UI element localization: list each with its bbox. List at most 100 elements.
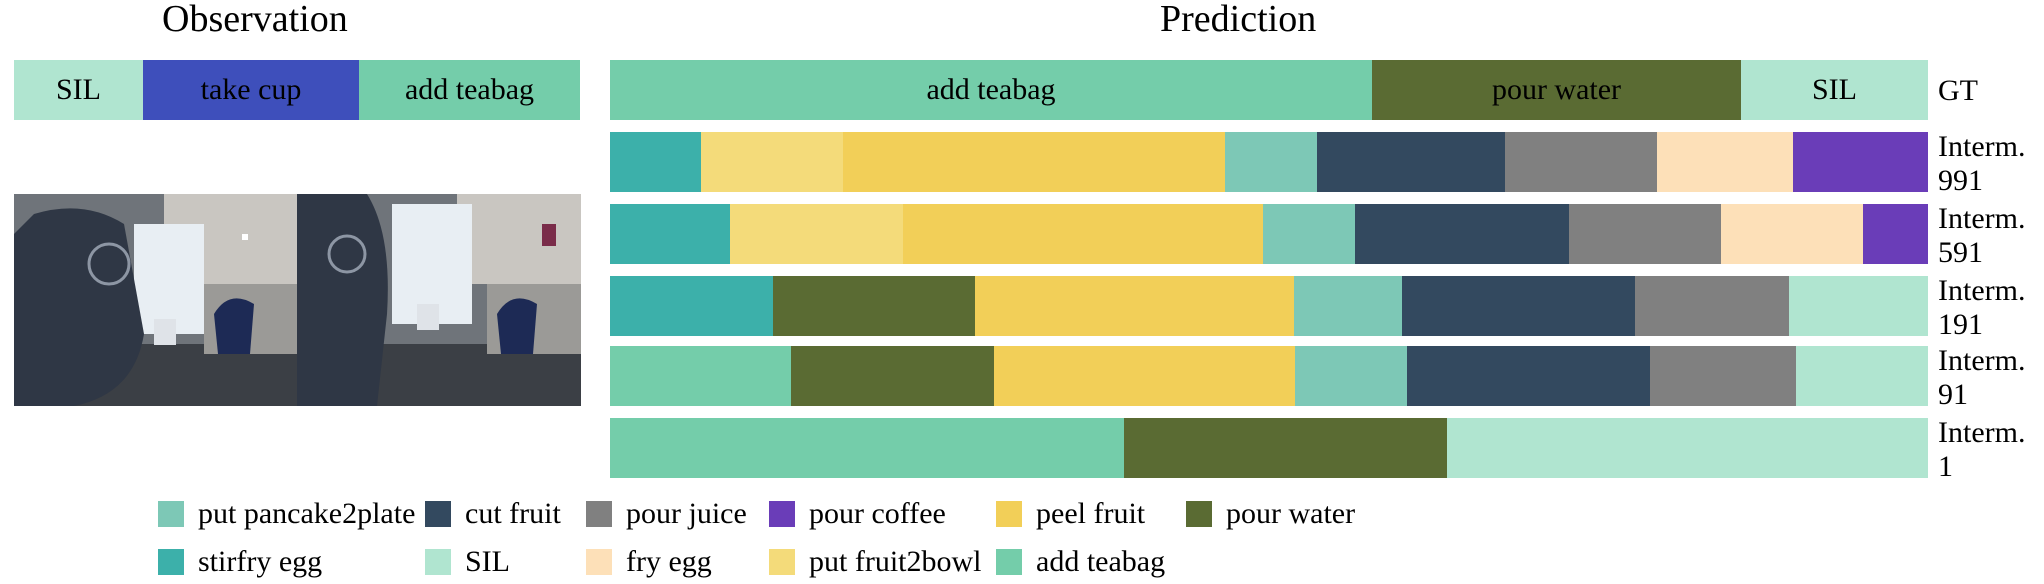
row-label-interm-591: Interm. 591 <box>1938 202 2025 270</box>
row-label-interm-91: Interm. 91 <box>1938 344 2025 412</box>
prediction-title: Prediction <box>1160 0 1317 40</box>
legend-swatch <box>425 501 451 527</box>
segment-sil: SIL <box>1741 60 1928 120</box>
legend-label: pour water <box>1226 497 1356 530</box>
row-label-gt: GT <box>1938 74 1978 108</box>
segment-label: SIL <box>56 73 101 106</box>
segment-pour-water <box>773 276 975 336</box>
segment-cut-fruit <box>1355 204 1569 264</box>
segment-put-fruit2bowl <box>701 132 843 192</box>
segment-stirfry-egg <box>610 204 730 264</box>
legend-swatch <box>1186 501 1212 527</box>
legend-label: cut fruit <box>465 497 561 530</box>
segment-pour-water <box>1124 418 1447 478</box>
legend-swatch <box>158 549 184 575</box>
row-label-line: 991 <box>1938 164 1983 197</box>
legend-swatch <box>996 549 1022 575</box>
row-label-line: 591 <box>1938 236 1983 269</box>
segment-cut-fruit <box>1317 132 1505 192</box>
row-label-line: GT <box>1938 74 1978 107</box>
prediction-bar-interm-1 <box>610 418 1928 478</box>
row-label-line: 191 <box>1938 308 1983 341</box>
segment-pour-coffee <box>1793 132 1928 192</box>
segment-add-teabag <box>610 346 791 406</box>
segment-label: take cup <box>200 73 302 106</box>
segment-label: pour water <box>1491 73 1622 106</box>
legend-item-pour-coffee: pour coffee <box>769 497 946 530</box>
row-label-line: 91 <box>1938 378 1968 411</box>
prediction-bar-interm-591 <box>610 204 1928 264</box>
row-label-line: Interm. <box>1938 130 2026 163</box>
legend-item-put-pancake2plate: put pancake2plate <box>158 497 416 530</box>
segment-stirfry-egg <box>610 132 701 192</box>
legend-swatch <box>769 501 795 527</box>
legend-item-fry-egg: fry egg <box>586 545 712 578</box>
prediction-bar-interm-191 <box>610 276 1928 336</box>
legend-swatch <box>586 501 612 527</box>
segment-put-fruit2bowl <box>730 204 903 264</box>
segment-peel-fruit <box>903 204 1263 264</box>
segment-put-pancake2plate <box>1294 276 1402 336</box>
legend-label: pour juice <box>626 497 747 530</box>
legend-label: stirfry egg <box>198 545 323 578</box>
segment-pour-juice <box>1635 276 1789 336</box>
segment-pour-coffee <box>1863 204 1928 264</box>
prediction-bar-interm-91 <box>610 346 1928 406</box>
legend-item-stirfry-egg: stirfry egg <box>158 545 323 578</box>
segment-put-pancake2plate <box>1295 346 1407 406</box>
legend-item-add-teabag: add teabag <box>996 545 1166 578</box>
legend-item-pour-juice: pour juice <box>586 497 747 530</box>
segment-label: add teabag <box>404 73 535 106</box>
kitchen-scene-2-image <box>297 194 581 406</box>
row-label-interm-991: Interm. 991 <box>1938 130 2025 198</box>
segment-sil <box>1447 418 1928 478</box>
row-label-interm-191: Interm. 191 <box>1938 274 2025 342</box>
observation-title: Observation <box>162 0 348 40</box>
segment-stirfry-egg <box>610 276 773 336</box>
segment-sil <box>1789 276 1928 336</box>
segment-put-pancake2plate <box>1225 132 1317 192</box>
segment-take-cup: take cup <box>143 60 359 120</box>
segment-label: add teabag <box>926 73 1056 106</box>
legend-label: pour coffee <box>809 497 946 530</box>
segment-add-teabag: add teabag <box>610 60 1372 120</box>
segment-pour-juice <box>1505 132 1657 192</box>
legend-item-cut-fruit: cut fruit <box>425 497 561 530</box>
row-label-line: Interm. <box>1938 344 2026 377</box>
segment-label: SIL <box>1812 73 1857 106</box>
kitchen-scene-1-image <box>14 194 298 406</box>
legend-swatch <box>996 501 1022 527</box>
segment-fry-egg <box>1721 204 1863 264</box>
legend-label: put pancake2plate <box>198 497 416 530</box>
prediction-bar-gt: add teabag pour water SIL <box>610 60 1928 120</box>
row-label-interm-1: Interm. 1 <box>1938 416 2025 484</box>
legend-label: SIL <box>465 545 510 578</box>
row-label-line: Interm. <box>1938 416 2026 449</box>
segment-fry-egg <box>1657 132 1793 192</box>
row-label-line: Interm. <box>1938 274 2026 307</box>
video-frame-1 <box>14 194 298 406</box>
legend-item-pour-water: pour water <box>1186 497 1356 530</box>
legend-item-put-fruit2bowl: put fruit2bowl <box>769 545 982 578</box>
segment-pour-juice <box>1650 346 1796 406</box>
segment-add-teabag <box>610 418 1124 478</box>
segment-cut-fruit <box>1407 346 1650 406</box>
legend-swatch <box>425 549 451 575</box>
legend-item-peel-fruit: peel fruit <box>996 497 1145 530</box>
legend-swatch <box>769 549 795 575</box>
segment-pour-water: pour water <box>1372 60 1741 120</box>
legend-label: add teabag <box>1036 545 1166 578</box>
video-frame-2 <box>297 194 581 406</box>
segment-peel-fruit <box>975 276 1294 336</box>
prediction-bar-interm-991 <box>610 132 1928 192</box>
segment-peel-fruit <box>843 132 1225 192</box>
segment-pour-juice <box>1569 204 1721 264</box>
legend-swatch <box>586 549 612 575</box>
observation-bar: SIL take cup add teabag <box>14 60 580 120</box>
segment-sil: SIL <box>14 60 143 120</box>
legend-swatch <box>158 501 184 527</box>
segment-put-pancake2plate <box>1263 204 1355 264</box>
segment-pour-water <box>791 346 994 406</box>
segment-cut-fruit <box>1402 276 1635 336</box>
row-label-line: Interm. <box>1938 202 2026 235</box>
